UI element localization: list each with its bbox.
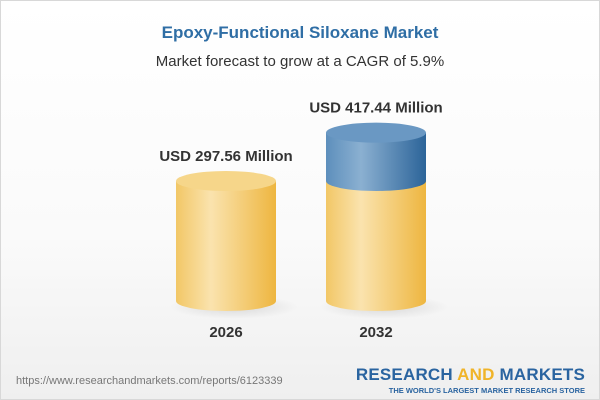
cylinder-chart: USD 297.56 Million 2026 USD 417.44 Million… [159, 100, 448, 341]
cylinder-growth-segment-2032 [326, 132, 426, 191]
data-label-2026: USD 297.56 Million [159, 148, 292, 165]
source-url[interactable]: https://www.researchandmarkets.com/repor… [16, 375, 283, 387]
cylinder-top-2026 [176, 171, 276, 191]
logo-text: RESEARCH [355, 365, 458, 384]
chart-title: Epoxy-Functional Siloxane Market [161, 23, 439, 42]
data-label-2032: USD 417.44 Million [309, 100, 442, 117]
category-label-2026: 2026 [209, 324, 242, 341]
cylinder-top-2032 [326, 122, 426, 143]
category-label-2032: 2032 [359, 324, 392, 341]
logo-text-and: AND [457, 365, 495, 384]
chart-subtitle: Market forecast to grow at a CAGR of 5.9… [155, 53, 445, 70]
cylinder-body-2026 [176, 181, 276, 311]
brand-logo: RESEARCH AND MARKETS THE WORLD'S LARGEST… [356, 365, 585, 395]
logo-text-markets: MARKETS [494, 365, 585, 384]
cylinder-base-segment-2032 [326, 181, 426, 311]
logo-tagline: THE WORLD'S LARGEST MARKET RESEARCH STOR… [388, 386, 585, 395]
